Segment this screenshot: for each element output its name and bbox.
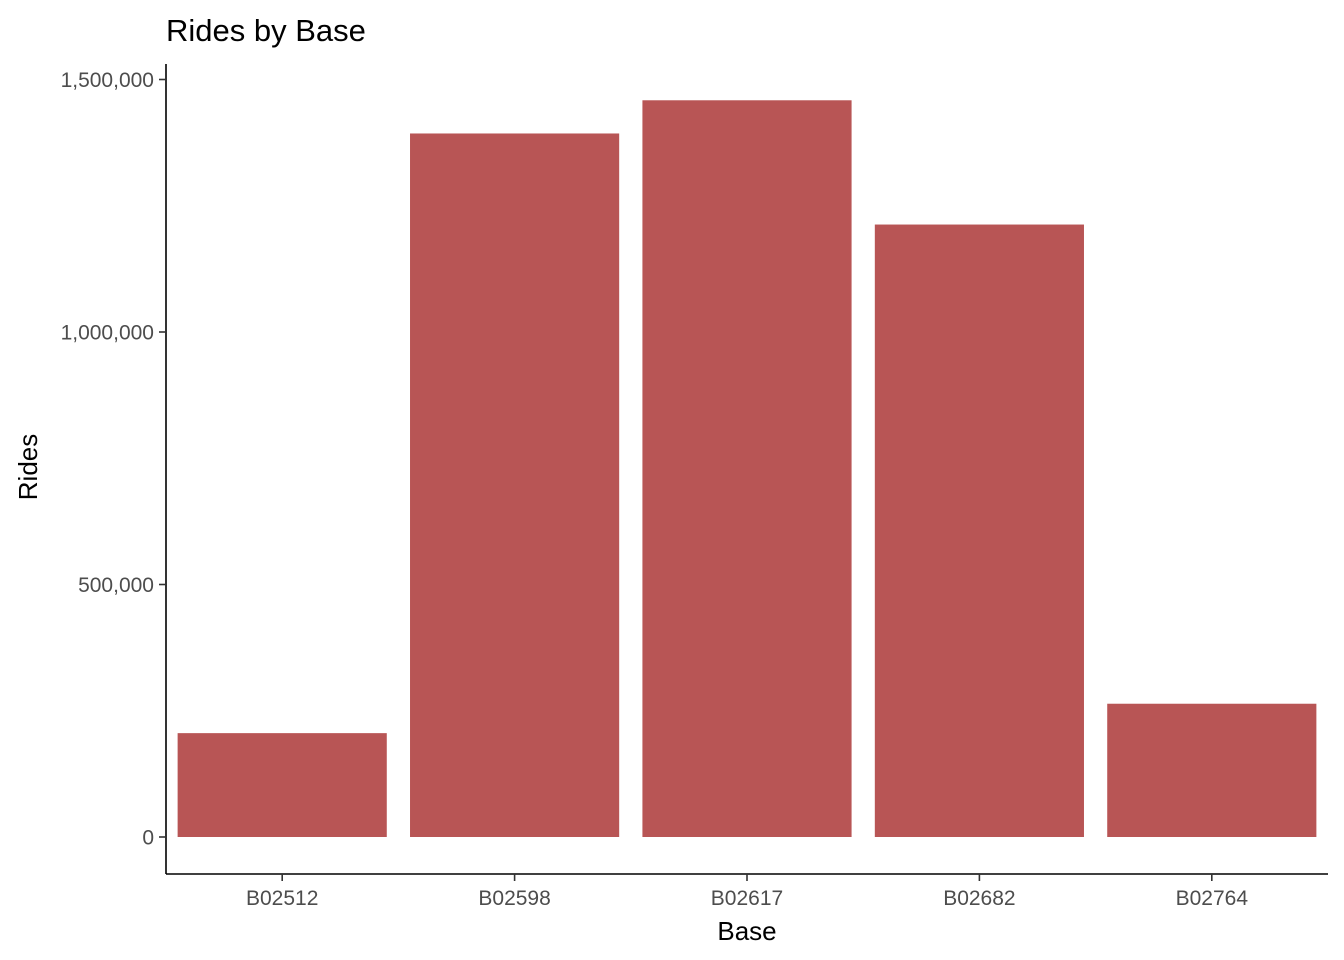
bar-b02598 xyxy=(410,133,620,838)
x-axis-title: Base xyxy=(717,916,776,946)
x-tick-label: B02764 xyxy=(1176,887,1249,910)
y-tick-label: 500,000 xyxy=(78,574,154,597)
y-axis: 0 500,000 1,000,000 1,500,000 xyxy=(61,64,167,874)
y-tick-label: 0 xyxy=(142,827,154,850)
bar-b02764 xyxy=(1107,703,1317,837)
x-axis: B02512 B02598 B02617 B02682 B02764 xyxy=(166,873,1328,910)
bars-layer xyxy=(177,100,1317,838)
bar-b02617 xyxy=(642,100,852,837)
bar-b02512 xyxy=(177,733,387,837)
y-tick-label: 1,000,000 xyxy=(61,322,154,345)
chart-title: Rides by Base xyxy=(166,13,366,48)
x-tick-label: B02512 xyxy=(246,887,318,910)
y-axis-title: Rides xyxy=(13,434,43,500)
bar-b02682 xyxy=(874,224,1084,837)
y-tick-label: 1,500,000 xyxy=(61,69,154,92)
x-tick-label: B02682 xyxy=(943,887,1015,910)
x-tick-label: B02617 xyxy=(711,887,783,910)
x-tick-label: B02598 xyxy=(478,887,550,910)
